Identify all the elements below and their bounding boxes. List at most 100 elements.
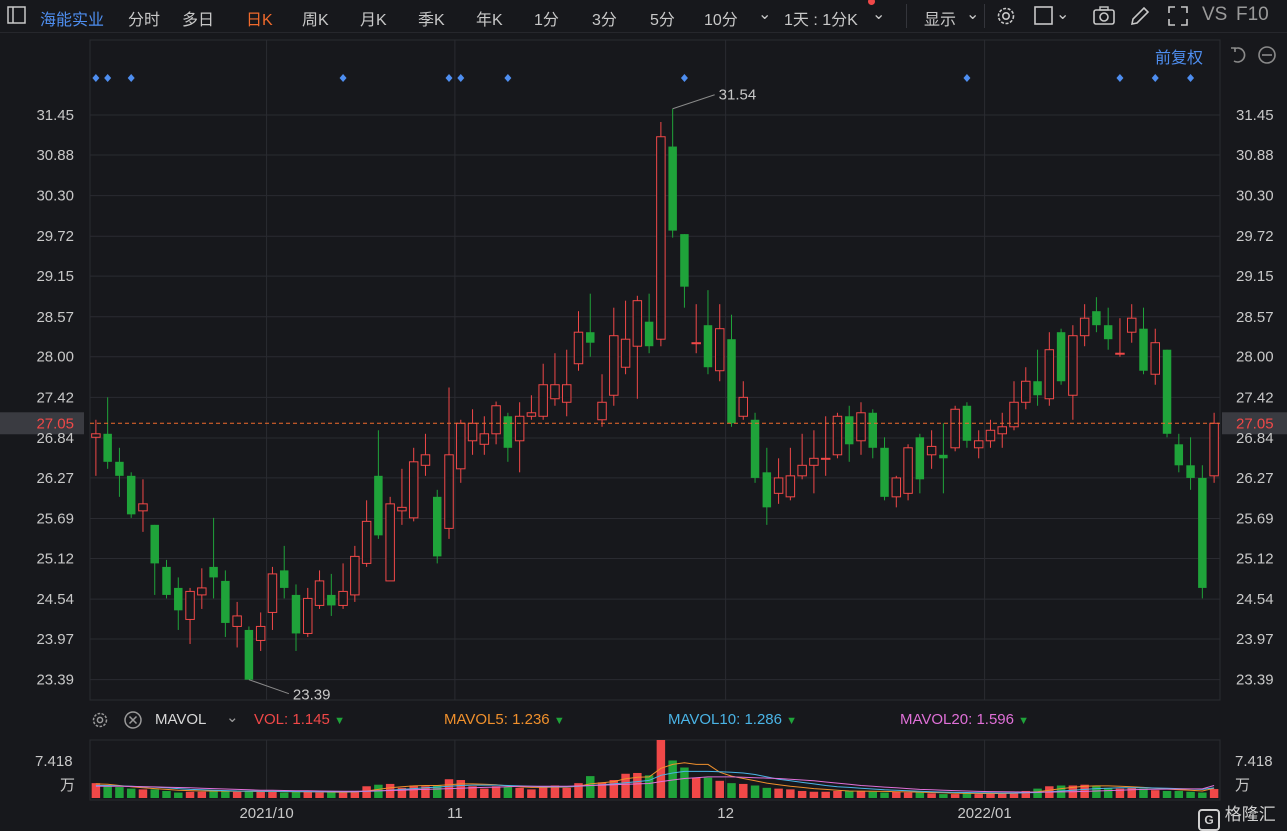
- volume-bar: [797, 790, 807, 798]
- period-chevron-icon[interactable]: ⌄: [872, 6, 886, 23]
- candle-body: [880, 447, 889, 497]
- high-marker-leader: [672, 94, 715, 110]
- tab-duori[interactable]: 多日: [182, 12, 215, 29]
- candle: [1209, 412, 1219, 483]
- volume-bar: [574, 783, 583, 798]
- tab-yearly-k[interactable]: 年K: [476, 12, 503, 29]
- candle: [338, 563, 348, 609]
- candle-body: [255, 625, 266, 641]
- candle-body: [526, 412, 537, 417]
- vs-button[interactable]: VS: [1202, 4, 1228, 25]
- volume-bar: [91, 783, 101, 798]
- volume-unit-label: 万: [60, 777, 75, 794]
- display-chevron-icon[interactable]: ⌄: [966, 6, 980, 23]
- more-periods-chevron-icon[interactable]: ⌄: [758, 6, 772, 23]
- candle: [408, 447, 419, 522]
- volume-bar: [197, 791, 207, 798]
- frame-chevron-icon[interactable]: ⌄: [1056, 6, 1070, 23]
- sidebar-toggle-icon[interactable]: [6, 4, 30, 28]
- price-axis: 31.45 31.45 30.88 30.88 30.30 30.30 29.72 29.72…: [36, 107, 1273, 689]
- fuquan-select[interactable]: 前复权: [1155, 50, 1204, 67]
- volume-bar: [715, 780, 724, 798]
- volume-bar: [362, 786, 371, 798]
- candle-body: [809, 457, 819, 466]
- candle-body: [644, 321, 654, 347]
- volume-bar: [1033, 788, 1042, 798]
- event-marker: [963, 74, 971, 82]
- candle-body: [797, 464, 807, 477]
- candle-body: [668, 146, 677, 231]
- candle-body: [1079, 317, 1090, 337]
- candle-body: [279, 570, 289, 588]
- candle: [209, 517, 218, 599]
- tab-1min[interactable]: 1分: [534, 12, 559, 29]
- price-tick-label-left: 24.54: [36, 591, 74, 608]
- candle: [1186, 437, 1195, 490]
- date-tick-label: 2021/10: [239, 805, 293, 822]
- volume-bar: [809, 791, 819, 798]
- candle-body: [620, 338, 631, 368]
- volume-bar: [644, 775, 654, 798]
- tab-10min[interactable]: 10分: [704, 12, 738, 29]
- indicator-settings-gear-icon[interactable]: [90, 710, 110, 734]
- price-tick-label-right: 26.27: [1236, 470, 1274, 487]
- tab-monthly-k[interactable]: 月K: [360, 12, 387, 29]
- pencil-icon[interactable]: [1128, 4, 1152, 28]
- watermark-logo: G 格隆汇: [1198, 800, 1276, 831]
- settings-gear-icon[interactable]: [994, 4, 1018, 28]
- volume-bar: [762, 787, 772, 798]
- indicator-chevron-icon[interactable]: ⌄: [226, 709, 239, 726]
- volume-bar: [1103, 787, 1113, 798]
- candle-body: [503, 416, 513, 448]
- volume-bar: [279, 792, 289, 798]
- date-tick-label: 12: [717, 805, 734, 822]
- candle: [620, 300, 631, 375]
- event-marker: [504, 74, 512, 82]
- candle: [632, 295, 643, 399]
- candle: [185, 587, 195, 644]
- candle: [361, 500, 372, 567]
- indicator-select[interactable]: MAVOL: [155, 711, 207, 728]
- price-tick-label-left: 29.72: [36, 228, 74, 245]
- volume-bar: [750, 785, 760, 798]
- candle-body: [174, 587, 183, 611]
- volume-bar: [656, 740, 666, 798]
- volume-bar: [1162, 790, 1172, 798]
- toolbar-divider: [984, 4, 985, 28]
- price-tick-label-right: 28.57: [1236, 309, 1274, 326]
- zoom-out-icon[interactable]: [1256, 44, 1278, 71]
- candle-body: [115, 461, 124, 476]
- candle: [997, 412, 1007, 448]
- tab-5min[interactable]: 5分: [650, 12, 675, 29]
- price-tick-label-left: 23.97: [36, 631, 74, 648]
- period-select[interactable]: 1天 : 1分K: [784, 12, 858, 29]
- candle: [174, 577, 183, 630]
- tab-daily-k[interactable]: 日K: [246, 12, 273, 29]
- stock-name[interactable]: 海能实业: [40, 12, 105, 29]
- candle: [126, 472, 136, 518]
- candle: [397, 468, 407, 525]
- volume-bar: [833, 790, 842, 798]
- tab-3min[interactable]: 3分: [592, 12, 617, 29]
- candle: [267, 566, 278, 630]
- candle: [1174, 433, 1184, 473]
- candle-body: [856, 412, 866, 442]
- candle: [433, 489, 442, 564]
- candle: [609, 307, 619, 406]
- indicator-close-icon[interactable]: [123, 710, 143, 734]
- volume-series: [91, 740, 1219, 798]
- volume-unit-label-right: 万: [1235, 777, 1250, 794]
- undo-icon[interactable]: [1228, 44, 1250, 71]
- camera-icon[interactable]: [1092, 4, 1116, 28]
- tab-fenshi[interactable]: 分时: [128, 12, 161, 29]
- candle: [1126, 304, 1137, 343]
- f10-button[interactable]: F10: [1236, 4, 1269, 25]
- candle: [314, 570, 325, 609]
- frame-square-icon[interactable]: [1032, 4, 1056, 28]
- tab-weekly-k[interactable]: 周K: [302, 12, 329, 29]
- display-menu[interactable]: 显示: [924, 12, 957, 29]
- tab-quarterly-k[interactable]: 季K: [418, 12, 445, 29]
- candle: [197, 568, 207, 609]
- fullscreen-icon[interactable]: [1166, 4, 1190, 28]
